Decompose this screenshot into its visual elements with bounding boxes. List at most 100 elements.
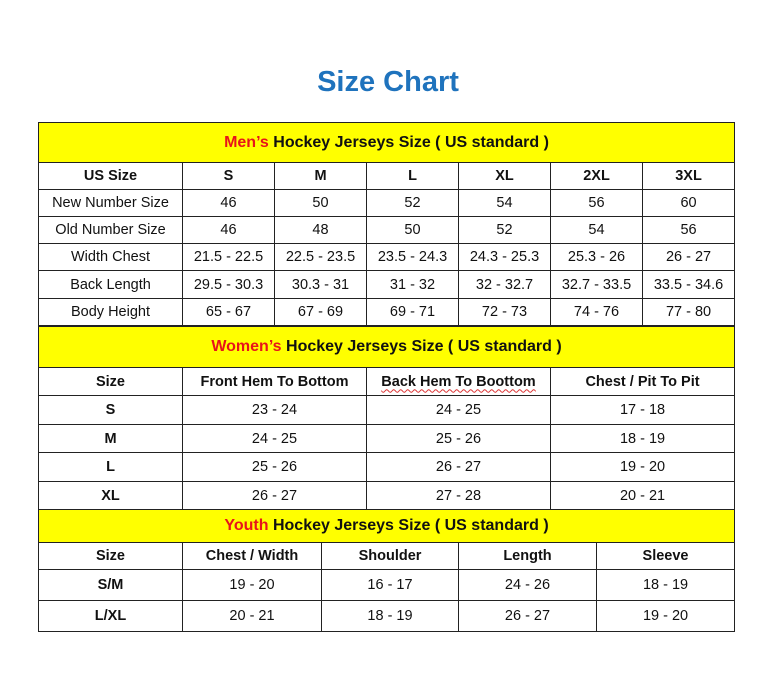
column-header-label: L xyxy=(408,168,417,184)
column-header-label: Front Hem To Bottom xyxy=(200,373,349,390)
table-cell: 23.5 - 24.3 xyxy=(366,243,459,271)
womens-size-table: Women’s Hockey Jerseys Size ( US standar… xyxy=(37,326,736,510)
table-cell: 52 xyxy=(458,216,551,244)
column-header: Shoulder xyxy=(321,542,459,570)
table-cell: 26 - 27 xyxy=(366,452,551,482)
table-cell: 48 xyxy=(274,216,367,244)
column-header: 3XL xyxy=(641,162,736,190)
youth-heading: Youth Hockey Jerseys Size ( US standard … xyxy=(37,509,736,543)
table-cell: 46 xyxy=(182,189,275,217)
column-header-label: 2XL xyxy=(583,168,610,184)
column-header-label: XL xyxy=(495,168,514,184)
row-label: Back Length xyxy=(38,270,183,299)
table-cell: 67 - 69 xyxy=(274,298,367,326)
table-row: M 24 - 25 25 - 26 18 - 19 xyxy=(38,424,736,453)
table-cell: 17 - 18 xyxy=(549,395,736,425)
womens-heading-highlight: Women’s xyxy=(211,338,282,355)
row-label: L xyxy=(38,452,183,482)
table-row: L 25 - 26 26 - 27 19 - 20 xyxy=(38,452,736,482)
table-cell: 16 - 17 xyxy=(321,569,459,601)
table-cell: 60 xyxy=(641,189,736,217)
table-cell: 46 xyxy=(182,216,275,244)
table-cell: 25 - 26 xyxy=(182,452,367,482)
table-cell: 69 - 71 xyxy=(366,298,459,326)
table-cell: 25.3 - 26 xyxy=(550,243,643,271)
header-row: US Size S M L XL 2XL 3XL xyxy=(38,162,736,190)
womens-heading: Women’s Hockey Jerseys Size ( US standar… xyxy=(37,326,736,368)
page-title: Size Chart xyxy=(317,66,459,98)
row-label: New Number Size xyxy=(38,189,183,217)
column-header: Size xyxy=(38,367,183,396)
table-cell: 30.3 - 31 xyxy=(274,270,367,299)
table-cell: 18 - 19 xyxy=(549,424,736,453)
table-cell: 24 - 26 xyxy=(458,569,597,601)
womens-heading-text: Hockey Jerseys Size ( US standard ) xyxy=(281,338,562,355)
table-cell: 19 - 20 xyxy=(182,569,322,601)
table-cell: 24 - 25 xyxy=(182,424,367,453)
table-cell: 26 - 27 xyxy=(182,481,367,510)
table-cell: 33.5 - 34.6 xyxy=(641,270,736,299)
header-row: Size Chest / Width Shoulder Length Sleeve xyxy=(38,542,736,570)
column-header: Chest / Pit To Pit xyxy=(549,367,736,396)
table-cell: 72 - 73 xyxy=(458,298,551,326)
table-cell: 32 - 32.7 xyxy=(458,270,551,299)
column-header: Chest / Width xyxy=(182,542,322,570)
table-cell: 18 - 19 xyxy=(595,569,736,601)
column-header: S xyxy=(182,162,275,190)
table-cell: 20 - 21 xyxy=(549,481,736,510)
table-cell: 20 - 21 xyxy=(182,600,322,632)
column-header-label: Shoulder xyxy=(358,548,422,564)
mens-size-table: Men’s Hockey Jerseys Size ( US standard … xyxy=(37,122,736,326)
row-label: XL xyxy=(38,481,183,510)
table-cell: 74 - 76 xyxy=(550,298,643,326)
table-cell: 32.7 - 33.5 xyxy=(550,270,643,299)
table-cell: 23 - 24 xyxy=(182,395,367,425)
table-cell: 19 - 20 xyxy=(595,600,736,632)
youth-heading-highlight: Youth xyxy=(224,517,269,534)
column-header: L xyxy=(366,162,459,190)
row-label: L/XL xyxy=(38,600,183,632)
column-header: Sleeve xyxy=(595,542,736,570)
column-header-label: Back Hem To Boottom xyxy=(381,373,536,390)
column-header: Front Hem To Bottom xyxy=(182,367,367,396)
table-row: New Number Size 46 50 52 54 56 60 xyxy=(38,189,736,217)
column-header: Back Hem To Boottom xyxy=(366,367,551,396)
mens-heading: Men’s Hockey Jerseys Size ( US standard … xyxy=(37,122,736,163)
table-cell: 26 - 27 xyxy=(641,243,736,271)
table-row: Body Height 65 - 67 67 - 69 69 - 71 72 - 73 7… xyxy=(38,298,736,326)
table-cell: 50 xyxy=(274,189,367,217)
column-header: XL xyxy=(458,162,551,190)
mens-heading-highlight: Men’s xyxy=(224,133,269,151)
table-cell: 24.3 - 25.3 xyxy=(458,243,551,271)
column-header: 2XL xyxy=(550,162,643,190)
table-cell: 26 - 27 xyxy=(458,600,597,632)
table-row: Old Number Size 46 48 50 52 54 56 xyxy=(38,216,736,244)
row-label: Old Number Size xyxy=(38,216,183,244)
column-header-label: Size xyxy=(95,548,125,564)
table-cell: 27 - 28 xyxy=(366,481,551,510)
table-cell: 56 xyxy=(641,216,736,244)
header-row: Size Front Hem To Bottom Back Hem To Boott… xyxy=(38,367,736,396)
table-cell: 21.5 - 22.5 xyxy=(182,243,275,271)
table-cell: 77 - 80 xyxy=(641,298,736,326)
table-cell: 18 - 19 xyxy=(321,600,459,632)
column-header: M xyxy=(274,162,367,190)
column-header-label: S xyxy=(223,168,234,184)
column-header: Size xyxy=(38,542,183,570)
table-row: L/XL 20 - 21 18 - 19 26 - 27 19 - 20 xyxy=(38,600,736,632)
column-header: US Size xyxy=(38,162,183,190)
column-header: Length xyxy=(458,542,597,570)
row-label: Width Chest xyxy=(38,243,183,271)
row-label: M xyxy=(38,424,183,453)
table-cell: 24 - 25 xyxy=(366,395,551,425)
column-header-label: Sleeve xyxy=(642,548,689,564)
column-header-label: 3XL xyxy=(675,168,702,184)
column-header-label: Size xyxy=(95,373,125,390)
row-label: S xyxy=(38,395,183,425)
table-row: XL 26 - 27 27 - 28 20 - 21 xyxy=(38,481,736,510)
column-header-label: M xyxy=(314,168,327,184)
row-label: S/M xyxy=(38,569,183,601)
table-cell: 56 xyxy=(550,189,643,217)
table-cell: 52 xyxy=(366,189,459,217)
table-cell: 54 xyxy=(550,216,643,244)
